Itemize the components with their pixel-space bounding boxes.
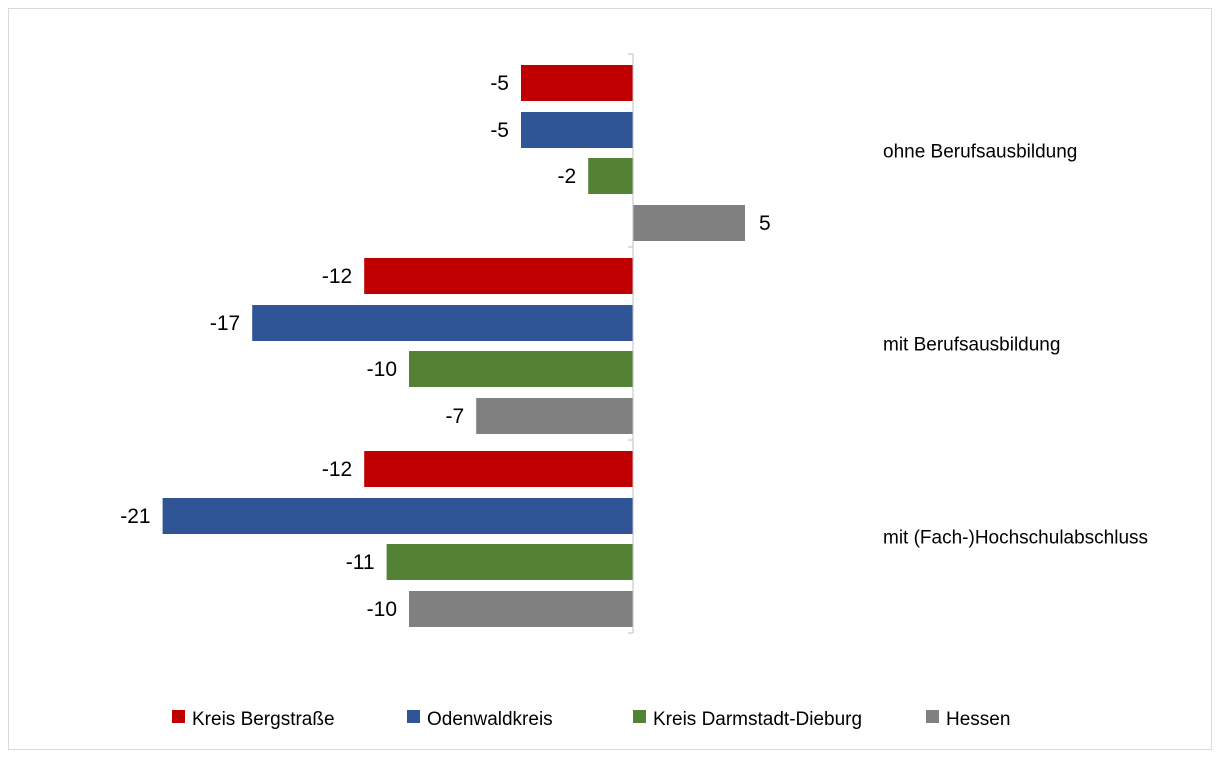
legend-label-3: Hessen (946, 709, 1010, 730)
legend-swatch-2 (633, 710, 646, 723)
data-label-2-2: -11 (346, 551, 375, 574)
bar-2-2 (386, 544, 633, 580)
data-label-1-3: -7 (446, 405, 465, 428)
bar-2-3 (409, 591, 633, 627)
chart-svg: -5 -5 -2 5 -12 -17 -10 -7 -12 -21 -11 -10 ohne Beru… (120, 53, 1148, 730)
data-label-2-1: -21 (120, 505, 150, 528)
bar-0-0 (521, 65, 633, 101)
bar-1-2 (409, 351, 633, 387)
legend-label-2: Kreis Darmstadt-Dieburg (653, 709, 862, 730)
legend: Kreis Bergstraße Odenwaldkreis Kreis Darms… (172, 709, 1010, 730)
category-label-1: mit Berufsausbildung (883, 335, 1060, 356)
category-labels-layer: ohne Berufsausbildung mit Berufsausbildun… (883, 142, 1148, 549)
legend-swatch-0 (172, 710, 185, 723)
category-axis (628, 53, 634, 634)
bar-2-0 (364, 451, 633, 487)
data-label-0-2: -2 (558, 165, 577, 188)
data-label-2-3: -10 (367, 598, 397, 621)
bar-0-1 (521, 112, 633, 148)
bars-layer (162, 65, 745, 627)
bar-0-2 (588, 158, 633, 194)
bar-0-3 (633, 205, 745, 241)
category-label-2: mit (Fach-)Hochschulabschluss (883, 528, 1148, 549)
bar-2-1 (162, 498, 633, 534)
category-label-0: ohne Berufsausbildung (883, 142, 1077, 163)
data-label-1-2: -10 (367, 358, 397, 381)
bar-1-0 (364, 258, 633, 294)
data-label-2-0: -12 (322, 458, 352, 481)
bar-1-3 (476, 398, 633, 434)
legend-label-1: Odenwaldkreis (427, 709, 553, 730)
data-label-1-0: -12 (322, 265, 352, 288)
data-label-1-1: -17 (210, 312, 240, 335)
bar-1-1 (252, 305, 633, 341)
data-labels-layer: -5 -5 -2 5 -12 -17 -10 -7 -12 -21 -11 -10 (120, 72, 770, 621)
legend-swatch-1 (407, 710, 420, 723)
data-label-0-0: -5 (490, 72, 509, 95)
legend-label-0: Kreis Bergstraße (192, 709, 335, 730)
data-label-0-1: -5 (490, 119, 509, 142)
data-label-0-3: 5 (759, 212, 771, 235)
chart-frame: -5 -5 -2 5 -12 -17 -10 -7 -12 -21 -11 -10 ohne Beru… (8, 8, 1212, 750)
legend-swatch-3 (926, 710, 939, 723)
